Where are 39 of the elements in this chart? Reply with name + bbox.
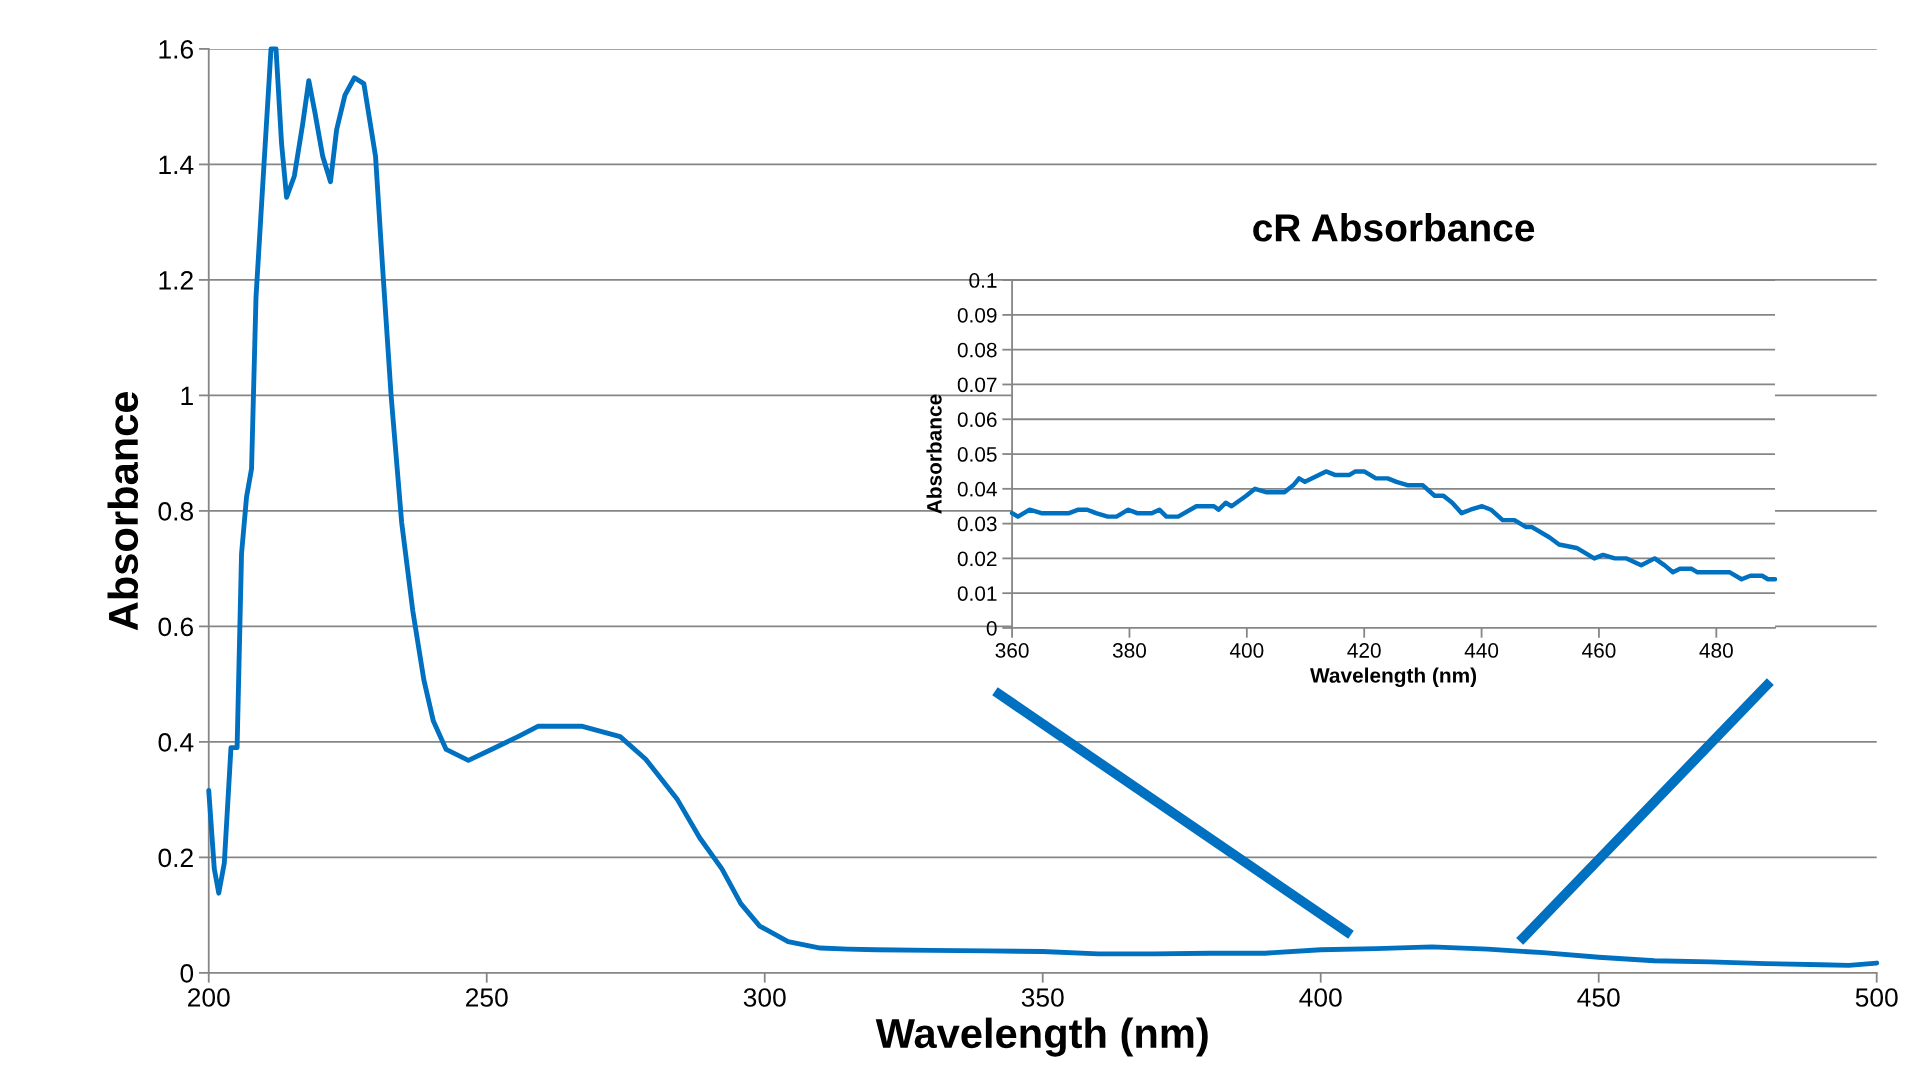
y-tick-label: 0 [986,620,997,636]
x-tick-label: 500 [1855,988,1898,1007]
y-tick-label: 0.8 [158,502,194,521]
y-tick-label: 1.6 [159,40,193,59]
y-axis-title: Absorbance [926,394,942,514]
y-tick-label: 0 [180,964,194,983]
y-tick-label: 0.08 [957,342,997,358]
y-tick-label: 0.05 [957,447,997,462]
y-tick-label: 1.2 [159,271,193,290]
y-tick-label: 0.6 [158,617,193,637]
x-tick-label: 460 [1582,643,1616,658]
x-tick-label: 400 [1299,988,1342,1007]
y-tick-label: 0.04 [957,481,997,497]
x-tick-label: 420 [1347,643,1381,658]
x-tick-label: 360 [995,643,1029,658]
y-tick-label: 0.02 [957,551,997,567]
x-axis-title: Wavelength (nm) [875,1017,1208,1057]
y-tick-label: 0.03 [957,516,997,532]
x-tick-label: 480 [1699,643,1733,658]
y-tick-label: 1 [181,386,193,405]
y-axis-title: Absorbance [107,391,139,631]
y-tick-label: 0.07 [957,377,997,393]
x-tick-label: 350 [1021,988,1064,1007]
x-tick-label: 250 [466,988,508,1007]
x-tick-label: 300 [743,988,786,1007]
x-tick-label: 380 [1112,643,1147,658]
x-tick-label: 400 [1229,643,1264,658]
y-tick-label: 1.4 [159,155,194,174]
x-axis-title: Wavelength (nm) [1310,667,1477,688]
y-tick-label: 0.06 [957,412,997,428]
y-tick-label: 0.01 [957,586,997,601]
y-tick-label: 0.2 [158,848,193,868]
x-tick-label: 450 [1577,988,1620,1007]
x-tick-label: 440 [1464,643,1499,658]
chart-title: cR Absorbance [1253,213,1535,242]
x-tick-label: 200 [188,988,230,1007]
y-tick-label: 0.4 [158,733,194,752]
y-tick-label: 0.1 [969,273,997,288]
y-tick-label: 0.09 [957,307,997,323]
